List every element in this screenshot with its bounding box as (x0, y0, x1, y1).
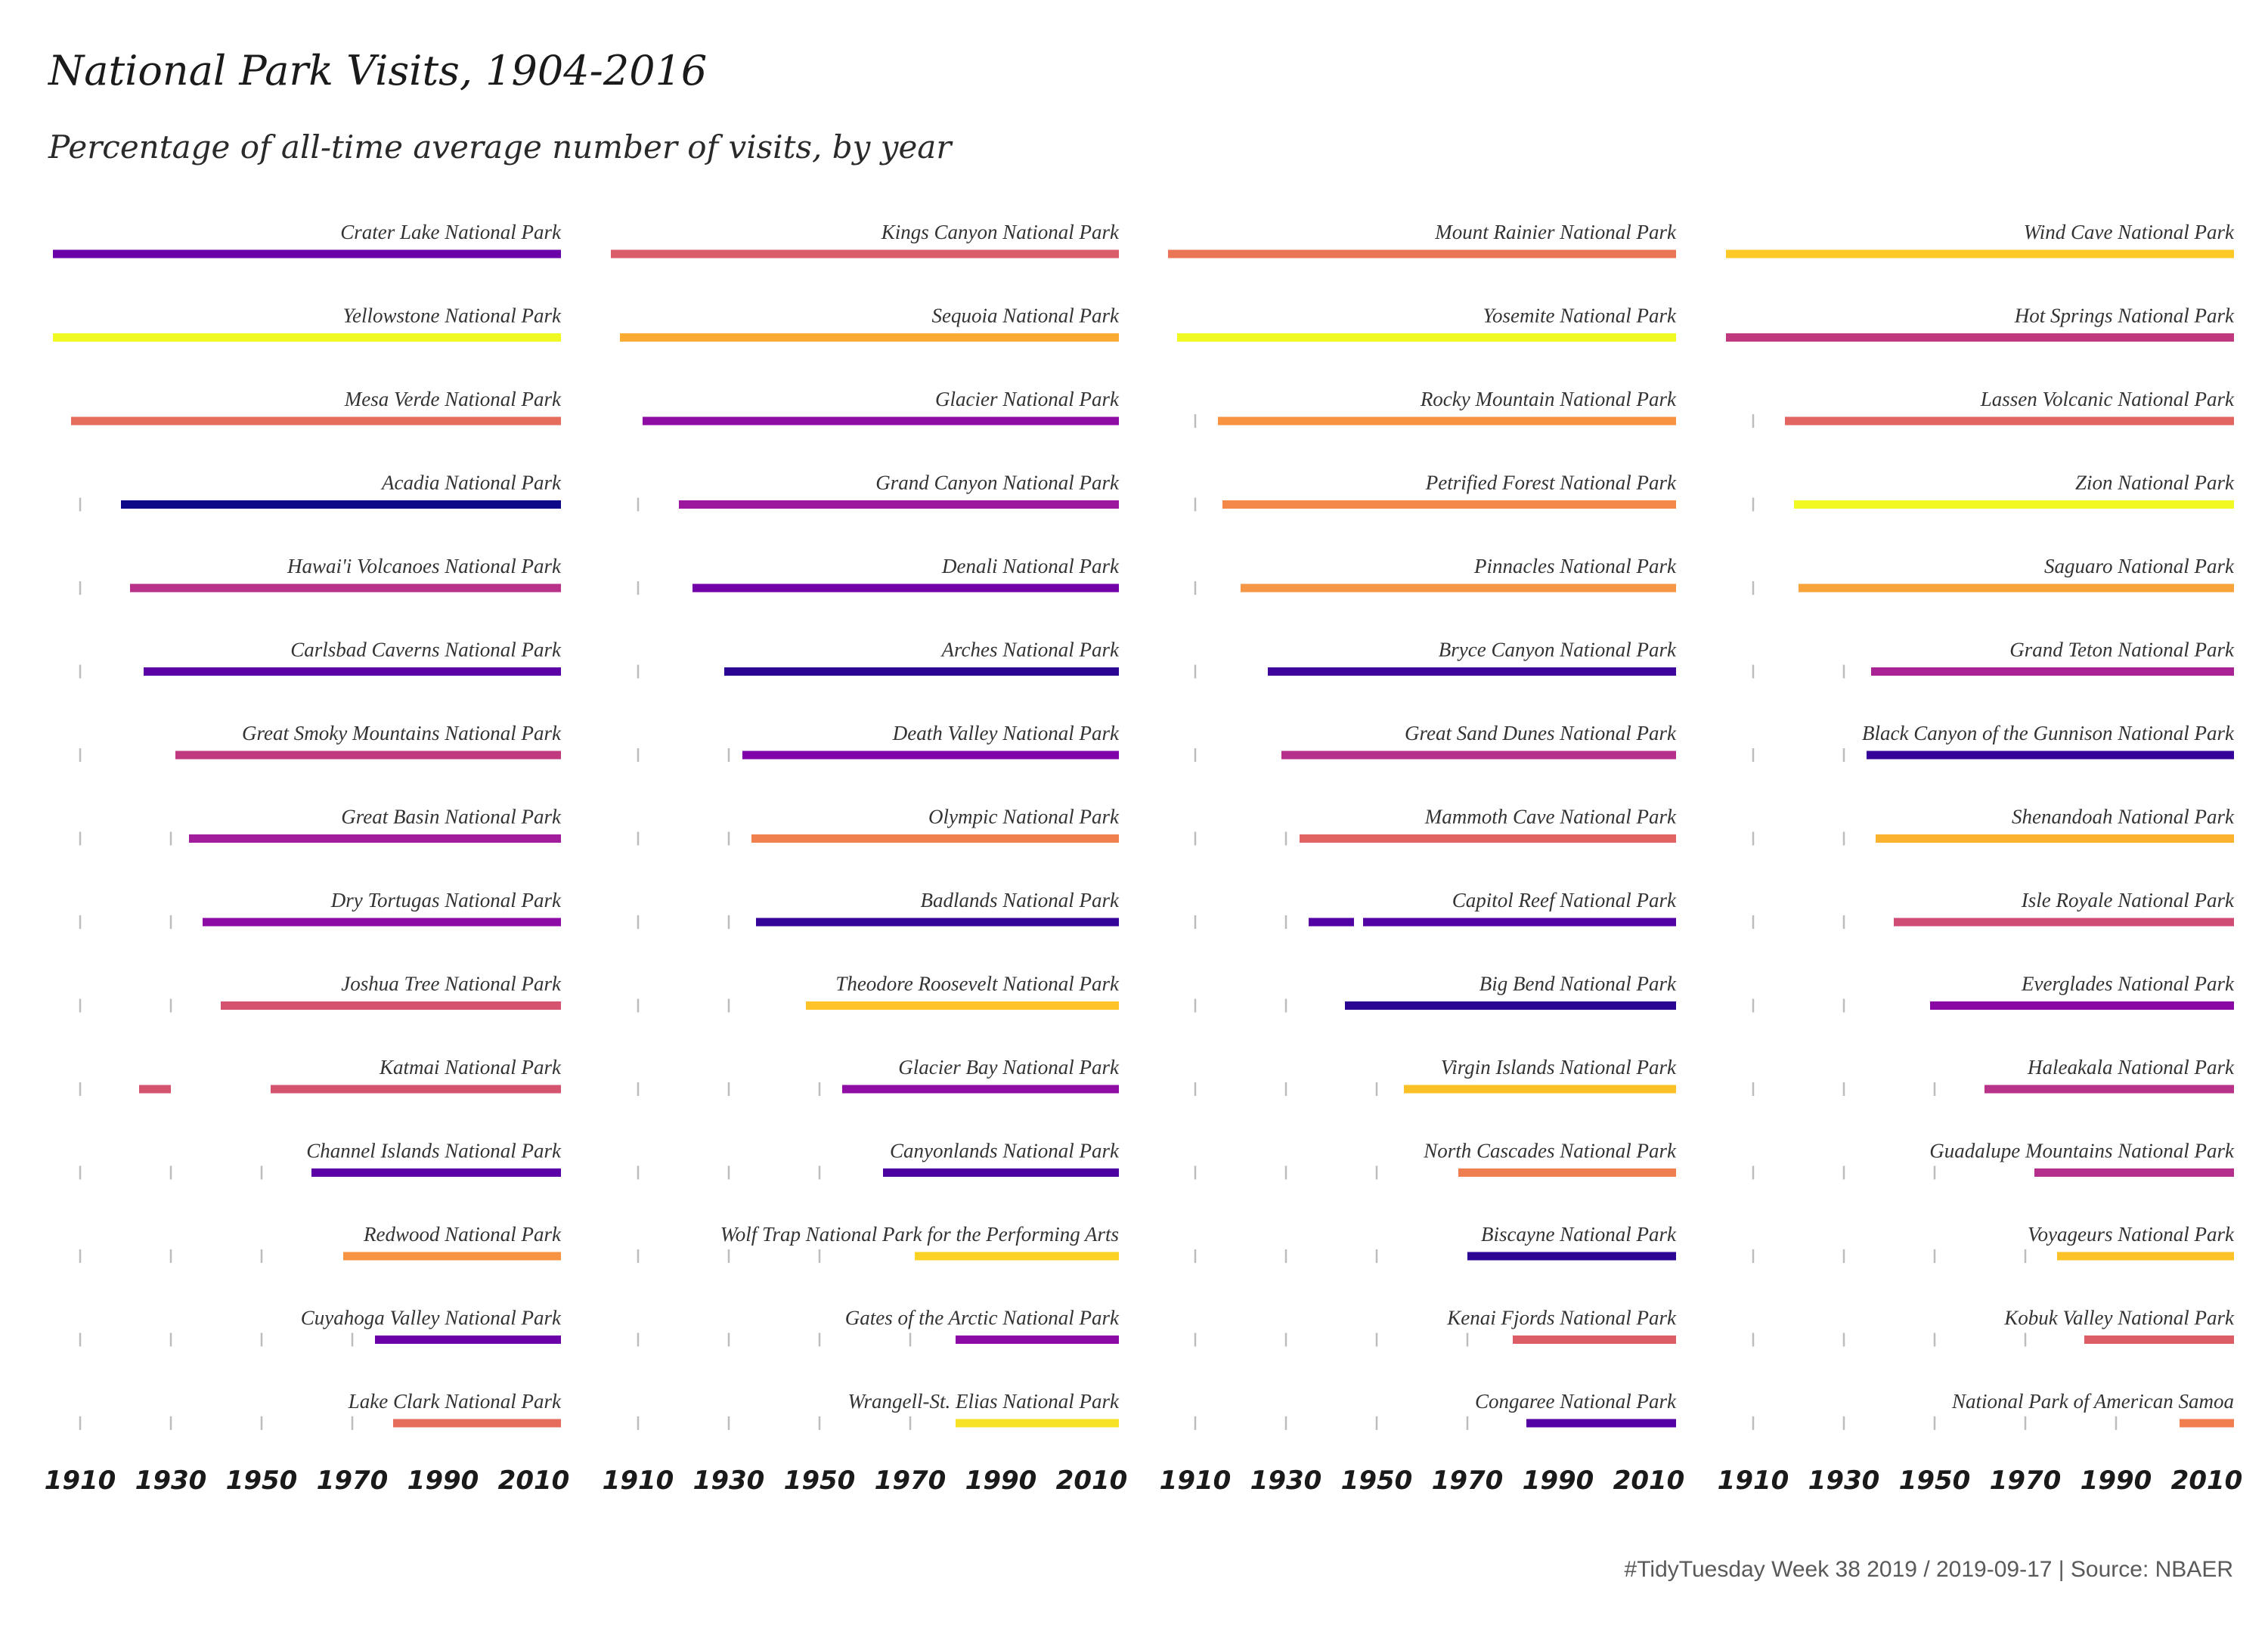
x-axis-tick-label: 1930 (1808, 1466, 1880, 1496)
park-label: Grand Teton National Park (2009, 639, 2235, 661)
chart-caption: #TidyTuesday Week 38 2019 / 2019-09-17 |… (1624, 1557, 2233, 1582)
park-label: Big Bend National Park (1479, 973, 1677, 995)
park-label: Congaree National Park (1475, 1390, 1677, 1413)
x-axis-tick-label: 2010 (1613, 1466, 1685, 1496)
x-axis-tick-label: 1970 (1432, 1466, 1504, 1496)
x-axis-tick-label: 1910 (1718, 1466, 1789, 1496)
park-label: Biscayne National Park (1481, 1223, 1677, 1246)
x-axis-tick-label: 1910 (1160, 1466, 1232, 1496)
x-axis-tick-label: 1970 (875, 1466, 947, 1496)
park-label: Capitol Reef National Park (1452, 889, 1677, 911)
park-label: Carlsbad Caverns National Park (290, 639, 562, 661)
x-axis-tick-label: 2010 (2171, 1466, 2243, 1496)
park-label: Mesa Verde National Park (344, 388, 562, 410)
park-label: Kenai Fjords National Park (1446, 1307, 1677, 1329)
park-label: Glacier National Park (935, 388, 1120, 410)
x-axis-tick-label: 1970 (1990, 1466, 2062, 1496)
park-label: Wolf Trap National Park for the Performi… (720, 1223, 1119, 1246)
park-label: Sequoia National Park (932, 305, 1120, 327)
x-axis-tick-label: 1930 (1250, 1466, 1322, 1496)
chart-title: National Park Visits, 1904-2016 (48, 47, 708, 94)
park-label: Lassen Volcanic National Park (1980, 388, 2235, 410)
park-label: Voyageurs National Park (2028, 1223, 2235, 1246)
park-label: Arches National Park (940, 639, 1120, 661)
park-label: Petrified Forest National Park (1425, 472, 1677, 494)
park-label: Great Basin National Park (341, 806, 562, 828)
park-label: Yellowstone National Park (342, 305, 562, 327)
park-label: Gates of the Arctic National Park (845, 1307, 1120, 1329)
park-label: Lake Clark National Park (348, 1390, 562, 1413)
park-label: Glacier Bay National Park (898, 1056, 1120, 1079)
x-axis-tick-label: 1990 (965, 1466, 1037, 1496)
park-label: Guadalupe Mountains National Park (1929, 1140, 2235, 1162)
x-axis-tick-label: 1990 (407, 1466, 479, 1496)
park-label: Pinnacles National Park (1473, 555, 1677, 577)
x-axis-tick-label: 1930 (693, 1466, 765, 1496)
park-label: Hot Springs National Park (2014, 305, 2235, 327)
park-label: Wrangell-St. Elias National Park (848, 1390, 1120, 1413)
park-label: Saguaro National Park (2044, 555, 2235, 577)
park-label: Theodore Roosevelt National Park (835, 973, 1120, 995)
park-label: Badlands National Park (921, 889, 1120, 911)
park-label: Kobuk Valley National Park (2003, 1307, 2235, 1329)
park-label: Joshua Tree National Park (341, 973, 562, 995)
x-axis-tick-label: 1930 (135, 1466, 207, 1496)
x-axis-tick-label: 1950 (226, 1466, 298, 1496)
park-label: Bryce Canyon National Park (1439, 639, 1677, 661)
park-label: Grand Canyon National Park (875, 472, 1120, 494)
x-axis-tick-label: 1950 (1341, 1466, 1413, 1496)
park-label: Hawai'i Volcanoes National Park (287, 555, 562, 577)
park-label: Great Sand Dunes National Park (1405, 722, 1677, 744)
park-label: National Park of American Samoa (1951, 1390, 2234, 1413)
park-label: Kings Canyon National Park (881, 221, 1120, 243)
park-label: Wind Cave National Park (2024, 221, 2235, 243)
x-axis-tick-label: 1990 (1523, 1466, 1594, 1496)
park-label: Zion National Park (2075, 472, 2235, 494)
park-label: Acadia National Park (380, 472, 562, 494)
park-label: Rocky Mountain National Park (1420, 388, 1677, 410)
park-label: Death Valley National Park (892, 722, 1120, 744)
park-label: Haleakala National Park (2027, 1056, 2235, 1079)
park-label: Olympic National Park (928, 806, 1120, 828)
x-axis-tick-label: 1950 (784, 1466, 856, 1496)
park-label: Canyonlands National Park (890, 1140, 1120, 1162)
x-axis-tick-label: 1990 (2081, 1466, 2152, 1496)
x-axis-tick-label: 1910 (45, 1466, 116, 1496)
park-label: Dry Tortugas National Park (330, 889, 562, 911)
park-label: North Cascades National Park (1423, 1140, 1677, 1162)
x-axis-tick-label: 2010 (1056, 1466, 1128, 1496)
park-label: Shenandoah National Park (2012, 806, 2235, 828)
chart-subtitle: Percentage of all-time average number of… (48, 128, 952, 166)
x-axis-tick-label: 1950 (1899, 1466, 1971, 1496)
x-axis-tick-label: 1970 (317, 1466, 389, 1496)
park-label: Redwood National Park (363, 1223, 562, 1246)
park-label: Crater Lake National Park (340, 221, 562, 243)
park-label: Mammoth Cave National Park (1424, 806, 1677, 828)
park-label: Black Canyon of the Gunnison National Pa… (1862, 722, 2235, 744)
park-label: Yosemite National Park (1483, 305, 1677, 327)
park-label: Katmai National Park (379, 1056, 562, 1079)
x-axis-tick-label: 1910 (603, 1466, 674, 1496)
park-label: Mount Rainier National Park (1434, 221, 1677, 243)
park-label: Great Smoky Mountains National Park (242, 722, 562, 744)
park-label: Denali National Park (941, 555, 1120, 577)
park-label: Isle Royale National Park (2021, 889, 2235, 911)
park-label: Channel Islands National Park (306, 1140, 562, 1162)
park-label: Everglades National Park (2021, 973, 2235, 995)
park-label: Cuyahoga Valley National Park (301, 1307, 562, 1329)
x-axis-tick-label: 2010 (498, 1466, 570, 1496)
park-label: Virgin Islands National Park (1441, 1056, 1677, 1079)
